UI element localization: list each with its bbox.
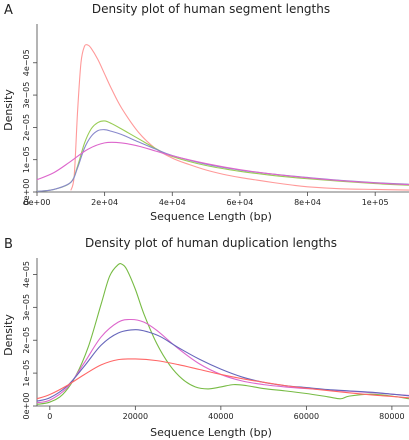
x-tick-label: 60000 [294,412,319,421]
panel-b-xlabel: Sequence Length (bp) [150,426,272,439]
density-line-4 [36,141,409,186]
panel-b-ylabel: Density [2,314,15,356]
y-tick-label: 4e−05 [22,49,31,76]
panel-a-y-ticks: 0e+00 1e−05 2e−05 3e−05 4e−05 [22,49,37,205]
density-line-4 [36,358,409,400]
x-tick-label: 40000 [208,412,233,421]
panel-b-lines [36,262,409,405]
x-tick-label: 8e+04 [294,198,321,207]
x-tick-label: 20000 [123,412,148,421]
panel-a-x-ticks: 0e+00 2e+04 4e+04 6e+04 8e+04 1e+05 [24,192,389,207]
y-tick-label: 1e−05 [22,146,31,173]
panel-a-ylabel: Density [2,89,15,131]
y-tick-label: 3e−05 [22,82,31,109]
x-tick-label: 1e+05 [362,198,389,207]
y-tick-label: 0e+00 [22,393,31,420]
panel-b: B Density plot of human duplication leng… [2,236,409,439]
panel-a: A Density plot of human segment lengths … [2,2,409,223]
panel-a-title: Density plot of human segment lengths [92,2,330,16]
y-tick-label: 2e−05 [22,114,31,141]
panel-a-label: A [4,3,13,18]
panel-a-xlabel: Sequence Length (bp) [150,210,272,223]
y-tick-label: 1e−05 [22,360,31,387]
y-tick-label: 3e−05 [22,294,31,321]
x-tick-label: 80000 [379,412,404,421]
y-tick-label: 2e−05 [22,327,31,354]
panel-b-y-ticks: 0e+00 1e−05 2e−05 3e−05 4e−05 [22,261,37,419]
density-line-1 [70,44,409,191]
x-tick-label: 0 [47,412,52,421]
panel-b-x-ticks: 0 20000 40000 60000 80000 [47,406,405,421]
y-tick-label: 4e−05 [22,261,31,288]
panel-b-title: Density plot of human duplication length… [85,236,337,250]
panel-a-lines [36,44,409,192]
density-line-3 [36,329,409,402]
x-tick-label: 6e+04 [226,198,253,207]
panel-b-label: B [4,237,13,252]
x-tick-label: 0e+00 [24,198,51,207]
x-tick-label: 4e+04 [159,198,186,207]
density-line-2 [36,120,409,192]
y-tick-label: 0e+00 [22,179,31,206]
density-line-1 [36,262,409,405]
x-tick-label: 2e+04 [91,198,118,207]
